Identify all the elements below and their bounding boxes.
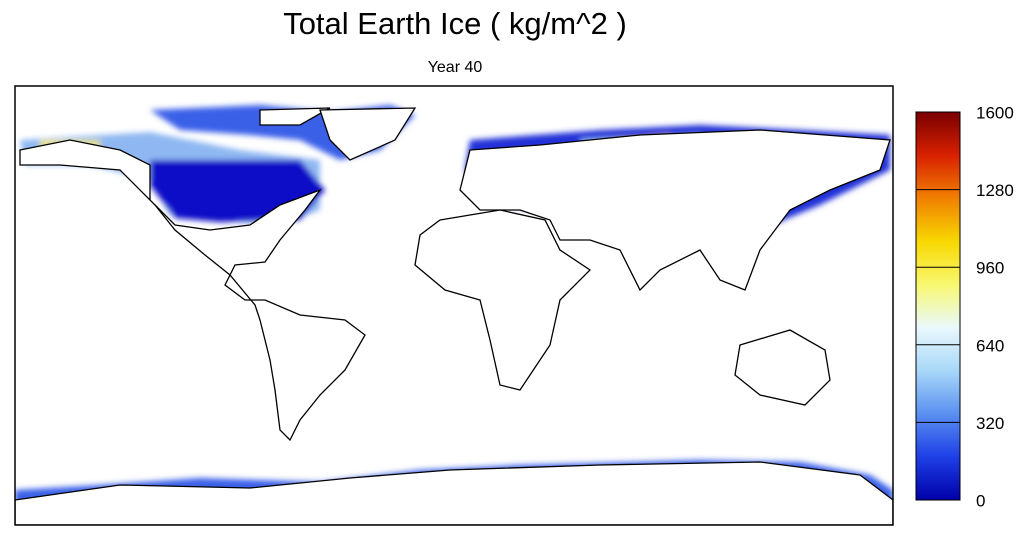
colorbar-tick-label: 960: [976, 259, 1004, 278]
map-frame: [14, 85, 894, 526]
colorbar-tick-label: 320: [976, 414, 1004, 433]
subtitle: Year 40: [428, 59, 483, 76]
colorbar-tick-label: 0: [976, 491, 985, 510]
colorbar: 0 320 640 960 1280 1600: [915, 103, 1014, 510]
colorbar-gradient: [915, 111, 961, 501]
colorbar-tick-label: 1280: [976, 181, 1014, 200]
colorbar-tick-label: 1600: [976, 103, 1014, 122]
map: [15, 86, 893, 525]
coastlines: [15, 107, 893, 525]
title: Total Earth Ice ( kg/m^2 ): [283, 6, 627, 41]
colorbar-tick-label: 640: [976, 336, 1004, 355]
